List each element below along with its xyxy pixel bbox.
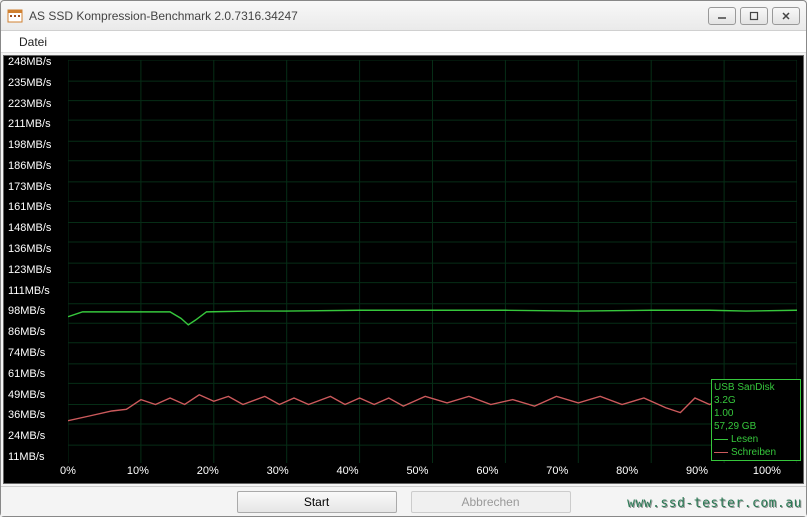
watermark-text: www.ssd-tester.com.au — [627, 496, 802, 511]
x-tick-label: 90% — [682, 465, 712, 481]
info-usb: USB — [714, 382, 735, 393]
legend-write-label: Schreiben — [731, 446, 776, 459]
device-info-panel: USB SanDisk 3.2G 1.00 57,29 GB Lesen Sch… — [711, 379, 801, 461]
x-tick-label: 50% — [402, 465, 432, 481]
window-controls — [708, 7, 800, 25]
legend-write-swatch — [714, 452, 728, 453]
close-button[interactable] — [772, 7, 800, 25]
maximize-button[interactable] — [740, 7, 768, 25]
x-tick-label: 20% — [193, 465, 223, 481]
app-icon — [7, 8, 23, 24]
minimize-button[interactable] — [708, 7, 736, 25]
app-window: AS SSD Kompression-Benchmark 2.0.7316.34… — [0, 0, 807, 517]
x-tick-label: 80% — [612, 465, 642, 481]
x-tick-label: 0% — [53, 465, 83, 481]
chart-area: 248MB/s235MB/s223MB/s211MB/s198MB/s186MB… — [3, 55, 804, 484]
x-tick-label: 70% — [542, 465, 572, 481]
legend-read-row: Lesen — [714, 433, 798, 446]
x-tick-label: 60% — [472, 465, 502, 481]
abort-button[interactable]: Abbrechen — [411, 491, 571, 513]
window-title: AS SSD Kompression-Benchmark 2.0.7316.34… — [29, 9, 708, 23]
x-tick-label: 10% — [123, 465, 153, 481]
start-button[interactable]: Start — [237, 491, 397, 513]
menubar: Datei — [1, 31, 806, 53]
x-tick-label: 40% — [333, 465, 363, 481]
titlebar: AS SSD Kompression-Benchmark 2.0.7316.34… — [1, 1, 806, 31]
legend-write-row: Schreiben — [714, 446, 798, 459]
legend-read-swatch — [714, 439, 728, 440]
info-capacity: 57,29 GB — [714, 420, 798, 433]
info-usb-row: USB SanDisk 3.2G — [714, 381, 798, 407]
y-axis-labels: 248MB/s235MB/s223MB/s211MB/s198MB/s186MB… — [8, 56, 68, 463]
x-axis-labels: 0%10%20%30%40%50%60%70%80%90%100% — [68, 465, 797, 481]
x-tick-label: 100% — [752, 465, 782, 481]
button-bar: Start Abbrechen www.ssd-tester.com.au — [1, 486, 806, 516]
chart-plot — [68, 60, 797, 463]
legend-read-label: Lesen — [731, 433, 758, 446]
menu-file[interactable]: Datei — [11, 33, 55, 51]
info-version: 1.00 — [714, 407, 798, 420]
x-tick-label: 30% — [263, 465, 293, 481]
